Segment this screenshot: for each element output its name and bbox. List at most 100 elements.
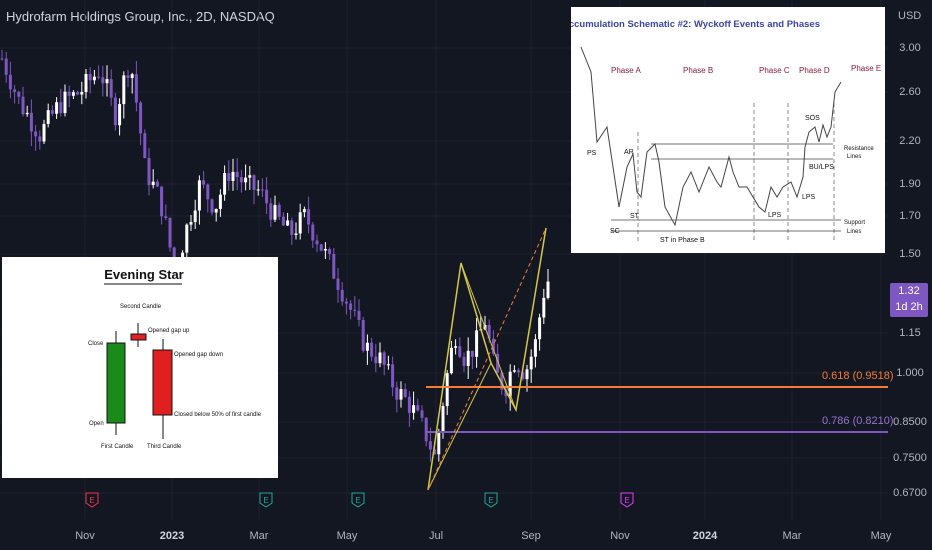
candle-body [344, 301, 348, 304]
time-axis[interactable]: Nov 2023 Mar May Jul Sep Nov 2024 Mar Ma… [0, 520, 891, 550]
candle-body [491, 338, 495, 354]
candle-body [311, 224, 315, 241]
pattern-diagonal [460, 262, 517, 411]
label-closed-below: Closed below 50% of first candle [174, 412, 262, 418]
candle-body [525, 369, 529, 380]
candle-body [248, 175, 252, 178]
candle-body [185, 224, 189, 253]
label-opened-gap-up: Opened gap up [148, 328, 190, 334]
price-axis[interactable]: 3.00 2.60 2.20 1.90 1.70 1.50 1.15 1.000… [888, 0, 932, 520]
wyckoff-price-path [580, 46, 842, 227]
earnings-marker[interactable]: E [620, 492, 634, 508]
candle-body [323, 248, 327, 251]
candle-body [290, 220, 294, 235]
candle-body [370, 342, 374, 357]
candle-body [403, 389, 407, 397]
candle-body [416, 405, 420, 411]
candle-body [336, 278, 340, 290]
candle-body [487, 324, 491, 339]
candle-body [517, 370, 521, 373]
candle-body [8, 74, 12, 90]
wyckoff-line-labels: Resistance Lines Support Lines [844, 146, 874, 235]
price-tick: 0.8500 [893, 416, 927, 428]
candle-body [164, 216, 168, 218]
phase-dividers [637, 103, 835, 242]
candle-body [298, 212, 302, 234]
evening-star-diagram: Evening Star Second Candle Opened gap up… [88, 267, 262, 450]
event-sos: SOS [805, 115, 820, 122]
candle-body [437, 431, 441, 455]
price-tick: 2.20 [899, 135, 921, 147]
earnings-marker[interactable]: E [351, 492, 365, 508]
bar-countdown: 1d 2h [895, 301, 923, 313]
candle-body [126, 75, 130, 78]
candle-body [412, 405, 416, 413]
wyckoff-panel: Accumulation Schematic #2: Wyckoff Event… [562, 7, 885, 253]
candle-body [210, 199, 214, 213]
candle-body [59, 102, 63, 114]
earnings-marker-letter: E [355, 496, 360, 505]
candle-body [55, 102, 59, 114]
current-price-badge: 1.32 1d 2h [890, 283, 928, 317]
candle-body [130, 74, 134, 78]
price-tick: 1.50 [899, 248, 921, 260]
candle-body [202, 180, 206, 185]
label-first-candle: First Candle [101, 444, 134, 450]
candle-body [294, 233, 298, 235]
candle-body [286, 220, 290, 226]
time-tick: 2023 [159, 530, 185, 542]
candle-body [307, 209, 311, 225]
time-tick: Nov [75, 530, 95, 542]
fib-label-786: 0.786 (0.8210) [822, 415, 894, 427]
event-st-phase-b: ST in Phase B [660, 237, 705, 244]
event-lps: LPS [802, 194, 816, 201]
currency-label[interactable]: USD [898, 10, 922, 22]
candle-body [382, 352, 386, 365]
candle-body [319, 244, 323, 251]
candle-body [357, 310, 361, 321]
second-candle-body [130, 333, 147, 341]
evening-star-panel: Evening Star Second Candle Opened gap up… [2, 257, 278, 478]
candle-body [542, 297, 546, 318]
chart-title: Hydrofarm Holdings Group, Inc., 2D, NASD… [6, 9, 275, 24]
candle-body [273, 204, 277, 220]
candle-body [441, 406, 445, 432]
candle-body [155, 181, 159, 187]
candle-body [454, 346, 458, 348]
earnings-marker-letter: E [488, 496, 493, 505]
candle-body [97, 76, 101, 78]
candle-body [0, 58, 4, 60]
time-tick: Mar [249, 530, 269, 542]
earnings-marker[interactable]: E [259, 492, 273, 508]
earnings-marker-letter: E [263, 496, 268, 505]
candle-body [34, 131, 38, 137]
label-open: Open [89, 421, 104, 427]
candle-body [118, 104, 122, 126]
candle-body [67, 91, 71, 96]
candle-body [407, 396, 411, 413]
price-tick: 3.00 [899, 42, 921, 54]
candle-body [80, 92, 84, 95]
label-third-candle: Third Candle [147, 444, 182, 450]
earnings-marker[interactable]: E [85, 492, 99, 508]
candle-body [533, 339, 537, 357]
candle-body [109, 79, 113, 98]
candle-body [113, 97, 117, 126]
first-candle-body [106, 342, 126, 424]
pattern-diagonal [427, 362, 492, 491]
candle-body [265, 189, 269, 204]
harmonic-pattern [427, 227, 547, 491]
candle-body [160, 186, 164, 217]
candle-body [529, 356, 533, 370]
wyckoff-levels [611, 143, 841, 232]
wyckoff-event-labels: PS AR ST SC ST in Phase B LPS LPS BU/LPS… [587, 115, 834, 244]
phase-label: Phase B [683, 66, 713, 75]
phase-label: Phase A [611, 66, 641, 75]
support-label: Support [844, 220, 865, 226]
candle-body [105, 79, 109, 84]
earnings-marker[interactable]: E [484, 492, 498, 508]
price-tick: 1.000 [896, 367, 924, 379]
price-tick: 1.15 [899, 327, 921, 339]
candle-body [84, 73, 88, 93]
